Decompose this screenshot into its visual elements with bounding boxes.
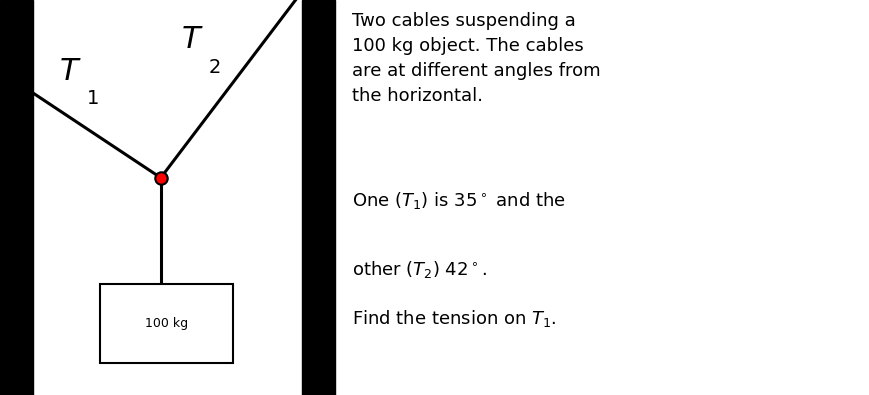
- Text: 100 kg: 100 kg: [145, 318, 188, 330]
- Point: [154, 175, 168, 181]
- Text: other ($T_2$) 42$^\circ$.: other ($T_2$) 42$^\circ$.: [352, 259, 487, 280]
- Bar: [100, 284, 233, 363]
- Text: 2: 2: [209, 58, 221, 77]
- Bar: [0, 0, 33, 395]
- Text: $T$: $T$: [59, 56, 82, 86]
- Text: $T$: $T$: [181, 25, 203, 54]
- Text: One ($T_1$) is 35$^\circ$ and the: One ($T_1$) is 35$^\circ$ and the: [352, 190, 566, 211]
- Text: 1: 1: [87, 89, 99, 108]
- Text: Find the tension on $T_1$.: Find the tension on $T_1$.: [352, 308, 556, 329]
- Bar: [302, 0, 335, 395]
- Text: Two cables suspending a
100 kg object. The cables
are at different angles from
t: Two cables suspending a 100 kg object. T…: [352, 12, 600, 105]
